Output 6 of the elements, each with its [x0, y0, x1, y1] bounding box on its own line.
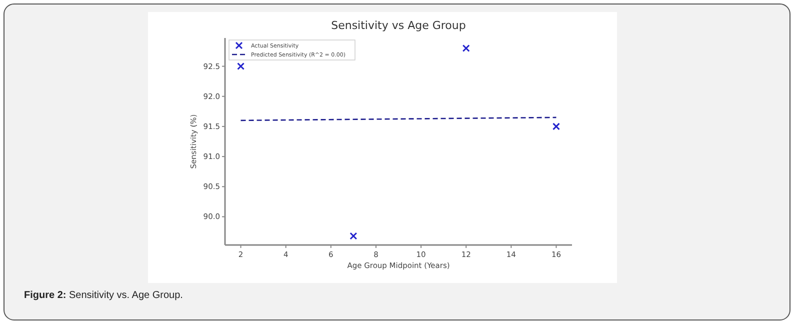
point — [350, 232, 358, 240]
point — [462, 44, 470, 52]
point — [552, 122, 560, 130]
point — [237, 62, 245, 70]
chart-title: Sensitivity vs Age Group — [331, 19, 466, 32]
caption: Figure 2: Sensitivity vs. Age Group. — [24, 290, 183, 301]
